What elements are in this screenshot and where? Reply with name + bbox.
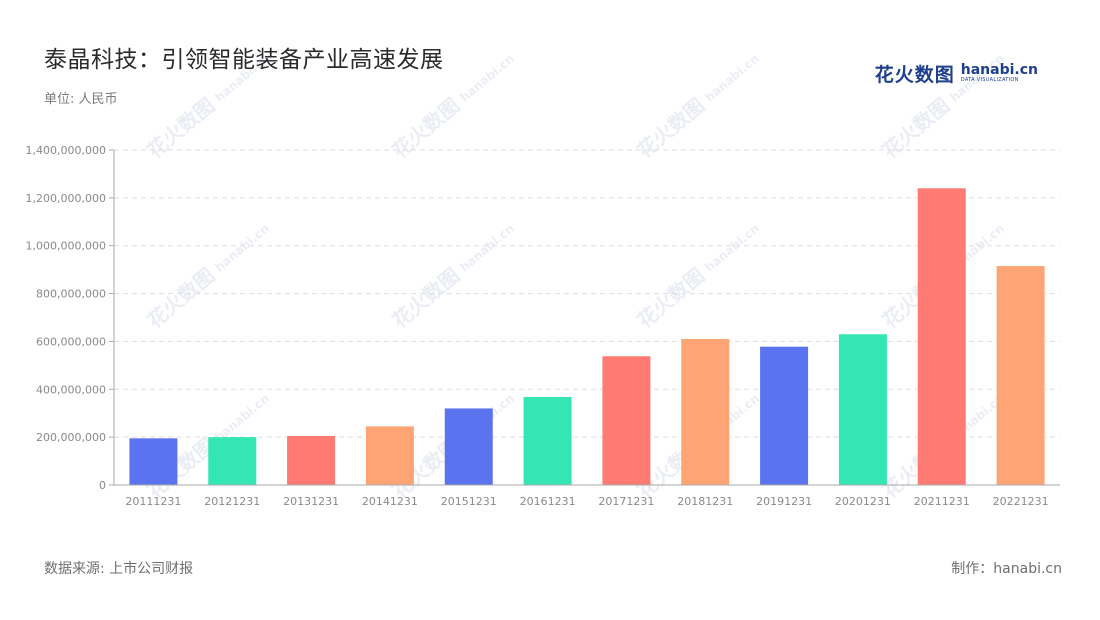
- bar: [681, 339, 730, 485]
- svg-text:hanabi.cn: hanabi.cn: [702, 221, 762, 274]
- svg-text:hanabi.cn: hanabi.cn: [212, 391, 272, 444]
- logo-sub-text: DATA VISUALIZATION: [960, 77, 1019, 83]
- y-tick-label: 0: [99, 479, 106, 492]
- y-tick-label: 400,000,000: [36, 383, 106, 396]
- logo-en-block: hanabi.cn DATA VISUALIZATION: [961, 63, 1038, 83]
- bar: [444, 408, 493, 485]
- x-tick-label: 20121231: [204, 495, 260, 508]
- chart-title: 泰晶科技：引领智能装备产业高速发展: [44, 47, 444, 73]
- svg-text:花火数图: 花火数图: [143, 93, 220, 163]
- bar: [365, 426, 414, 485]
- svg-text:花火数图: 花火数图: [878, 93, 955, 163]
- x-tick-label: 20171231: [598, 495, 654, 508]
- grid-layer: [114, 149, 1060, 438]
- svg-text:hanabi.cn: hanabi.cn: [212, 51, 272, 104]
- svg-text:花火数图: 花火数图: [633, 263, 710, 333]
- y-tick-label: 1,000,000,000: [26, 240, 106, 253]
- x-tick-label: 20111231: [125, 495, 181, 508]
- y-axis: 0 200,000,000 400,000,000 600,000,000 800,00…: [26, 144, 115, 492]
- x-tick-label: 20221231: [993, 495, 1049, 508]
- brand-logo: 花火数图 hanabi.cn DATA VISUALIZATION: [875, 58, 1038, 88]
- y-tick-label: 200,000,000: [36, 431, 106, 444]
- bar: [917, 188, 966, 486]
- bar: [838, 334, 887, 485]
- y-tick-label: 600,000,000: [36, 335, 106, 348]
- y-tick-label: 1,400,000,000: [26, 144, 106, 157]
- svg-text:花火数图: 花火数图: [388, 93, 465, 163]
- x-tick-label: 20181231: [677, 495, 733, 508]
- data-source: 数据来源: 上市公司财报: [44, 561, 194, 577]
- bar: [287, 435, 336, 485]
- svg-text:hanabi.cn: hanabi.cn: [457, 51, 517, 104]
- x-tick-label: 20151231: [441, 495, 497, 508]
- x-axis: 20111231 20121231 20131231 20141231 20151231…: [114, 484, 1060, 508]
- bar: [523, 396, 572, 485]
- x-tick-label: 20191231: [756, 495, 812, 508]
- svg-text:hanabi.cn: hanabi.cn: [947, 51, 1007, 104]
- svg-text:hanabi.cn: hanabi.cn: [702, 51, 762, 104]
- bar: [996, 266, 1045, 485]
- bar: [760, 346, 809, 485]
- svg-text:花火数图: 花火数图: [143, 263, 220, 333]
- bar: [602, 356, 651, 485]
- svg-text:hanabi.cn: hanabi.cn: [457, 221, 517, 274]
- credit-text: 制作：hanabi.cn: [951, 561, 1062, 577]
- bar-series: [129, 188, 1045, 486]
- bar: [208, 437, 257, 485]
- y-tick-label: 800,000,000: [36, 288, 106, 301]
- x-tick-label: 20141231: [362, 495, 418, 508]
- x-tick-label: 20131231: [283, 495, 339, 508]
- bar: [129, 438, 178, 485]
- logo-cn-text: 花火数图: [874, 63, 955, 86]
- unit-label: 单位: 人民币: [44, 92, 118, 107]
- x-tick-label: 20211231: [914, 495, 970, 508]
- y-tick-label: 1,200,000,000: [26, 192, 106, 205]
- svg-text:花火数图: 花火数图: [388, 263, 465, 333]
- svg-text:花火数图: 花火数图: [633, 93, 710, 163]
- svg-text:hanabi.cn: hanabi.cn: [212, 221, 272, 274]
- logo-en-text: hanabi.cn: [960, 62, 1038, 78]
- x-tick-label: 20201231: [835, 495, 891, 508]
- x-tick-label: 20161231: [520, 495, 576, 508]
